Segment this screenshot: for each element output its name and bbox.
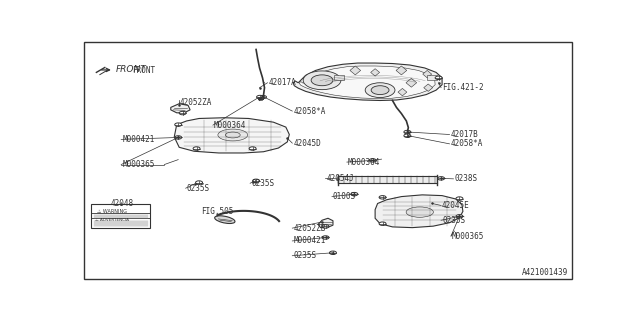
- Circle shape: [404, 134, 411, 138]
- Ellipse shape: [406, 207, 433, 217]
- Circle shape: [379, 222, 386, 225]
- Circle shape: [404, 130, 411, 134]
- Text: 42048: 42048: [111, 199, 134, 209]
- Circle shape: [193, 147, 200, 150]
- Polygon shape: [371, 69, 380, 76]
- Circle shape: [257, 95, 264, 99]
- Text: M000364: M000364: [214, 121, 246, 130]
- Circle shape: [196, 181, 202, 184]
- Circle shape: [303, 71, 341, 90]
- Polygon shape: [300, 66, 435, 99]
- Text: 0235S: 0235S: [251, 179, 275, 188]
- Text: 42052ZB: 42052ZB: [293, 224, 326, 233]
- Circle shape: [322, 236, 329, 239]
- Polygon shape: [424, 84, 433, 92]
- Text: M000421: M000421: [122, 135, 154, 144]
- Text: 42054J: 42054J: [326, 174, 355, 183]
- Text: 42017A: 42017A: [269, 78, 296, 87]
- Circle shape: [371, 86, 389, 95]
- Circle shape: [456, 197, 463, 200]
- Circle shape: [330, 251, 337, 254]
- Text: 42058*A: 42058*A: [451, 139, 483, 148]
- Text: M000365: M000365: [452, 231, 484, 241]
- Circle shape: [175, 136, 182, 139]
- Circle shape: [351, 192, 358, 196]
- Text: 42058*A: 42058*A: [293, 107, 326, 116]
- Text: M000421: M000421: [293, 236, 326, 245]
- Text: FIG.421-2: FIG.421-2: [442, 83, 484, 92]
- Circle shape: [369, 159, 376, 162]
- Ellipse shape: [218, 129, 248, 141]
- Polygon shape: [318, 218, 333, 228]
- Polygon shape: [350, 66, 360, 75]
- Text: 42017B: 42017B: [451, 130, 479, 139]
- Circle shape: [253, 179, 260, 182]
- Circle shape: [435, 76, 442, 80]
- Polygon shape: [396, 66, 407, 75]
- Text: 0100S: 0100S: [333, 192, 356, 201]
- Circle shape: [260, 96, 266, 99]
- Text: FRONT: FRONT: [116, 65, 147, 74]
- Ellipse shape: [225, 132, 240, 138]
- Text: FIG.505: FIG.505: [202, 207, 234, 216]
- Text: 42052ZA: 42052ZA: [179, 98, 212, 107]
- Polygon shape: [293, 63, 442, 100]
- Circle shape: [175, 123, 182, 126]
- Bar: [335, 75, 344, 80]
- Circle shape: [322, 225, 329, 228]
- Circle shape: [456, 215, 463, 218]
- Text: M000365: M000365: [122, 160, 154, 169]
- Polygon shape: [423, 70, 431, 78]
- Circle shape: [249, 147, 256, 150]
- Circle shape: [311, 75, 333, 86]
- Polygon shape: [171, 104, 190, 113]
- Text: 0235S: 0235S: [442, 216, 465, 225]
- Text: 0235S: 0235S: [187, 184, 210, 193]
- Circle shape: [179, 111, 186, 115]
- Text: FRONT: FRONT: [132, 66, 156, 75]
- Text: 0238S: 0238S: [454, 174, 477, 183]
- Text: 42045E: 42045E: [442, 201, 470, 210]
- Text: ⚠ ADVERTENCIA: ⚠ ADVERTENCIA: [95, 218, 129, 221]
- Text: ⚠ WARNING: ⚠ WARNING: [97, 209, 127, 214]
- Polygon shape: [398, 88, 407, 96]
- Bar: [91, 204, 150, 228]
- Polygon shape: [375, 195, 463, 228]
- Polygon shape: [174, 118, 289, 153]
- Circle shape: [379, 196, 386, 199]
- Circle shape: [365, 83, 395, 98]
- Circle shape: [438, 177, 445, 180]
- Text: M000364: M000364: [348, 157, 380, 167]
- Polygon shape: [406, 78, 417, 87]
- Text: 42045D: 42045D: [293, 139, 321, 148]
- Bar: [428, 75, 437, 80]
- Text: 0235S: 0235S: [293, 251, 316, 260]
- Ellipse shape: [214, 216, 235, 223]
- Text: A421001439: A421001439: [522, 268, 568, 277]
